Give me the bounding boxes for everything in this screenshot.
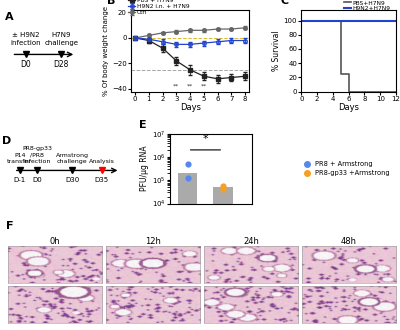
- Text: B: B: [107, 0, 116, 6]
- Title: 24h: 24h: [243, 237, 259, 246]
- Text: ± H9N2
infection: ± H9N2 infection: [10, 32, 41, 46]
- Text: D30: D30: [65, 177, 80, 183]
- Title: 0h: 0h: [50, 237, 60, 246]
- PBS+H7N9: [346, 89, 351, 93]
- Y-axis label: % Of body weight change: % Of body weight change: [103, 6, 109, 96]
- Bar: [214, 187, 233, 330]
- Text: Armstrong
challenge: Armstrong challenge: [56, 152, 89, 164]
- Y-axis label: % Survival: % Survival: [272, 30, 281, 71]
- Text: D35: D35: [94, 177, 109, 183]
- Point: [184, 176, 191, 181]
- Y-axis label: PFU/μg RNA: PFU/μg RNA: [140, 146, 149, 191]
- PBS+H7N9: [338, 72, 343, 76]
- Text: D0: D0: [20, 60, 31, 69]
- Point: [220, 186, 226, 192]
- Text: D0: D0: [32, 177, 42, 183]
- Text: **: **: [173, 83, 180, 88]
- Text: C: C: [280, 0, 289, 6]
- Text: P14
transfer: P14 transfer: [7, 152, 32, 164]
- Text: D28: D28: [54, 60, 69, 69]
- Legend: PR8 + Armstrong, PR8-gp33 +Armstrong: PR8 + Armstrong, PR8-gp33 +Armstrong: [300, 161, 390, 176]
- Title: 12h: 12h: [145, 237, 161, 246]
- Text: D: D: [2, 136, 11, 146]
- Text: Analysis: Analysis: [89, 159, 114, 164]
- Bar: [178, 173, 198, 330]
- Point: [220, 184, 226, 189]
- Text: F: F: [6, 221, 14, 231]
- PBS+H7N9: [299, 18, 304, 22]
- Legend: PBS+H7N9, H9N2+H7N9: PBS+H7N9, H9N2+H7N9: [342, 0, 393, 14]
- Legend: PBS + H7N9, H9N2 i.n. + H7N9, Ctrl: PBS + H7N9, H9N2 i.n. + H7N9, Ctrl: [128, 0, 190, 15]
- Point: [184, 161, 191, 167]
- Text: D-1: D-1: [14, 177, 26, 183]
- PBS+H7N9: [338, 18, 343, 22]
- Text: A: A: [4, 12, 13, 22]
- X-axis label: Days: Days: [180, 103, 201, 112]
- PBS+H7N9: [394, 89, 398, 93]
- Text: E: E: [139, 120, 146, 130]
- PBS+H7N9: [346, 72, 351, 76]
- Text: **: **: [201, 83, 207, 88]
- Text: PR8-gp33
/PR8
infection: PR8-gp33 /PR8 infection: [22, 147, 52, 164]
- X-axis label: Days: Days: [338, 103, 359, 112]
- Line: PBS+H7N9: PBS+H7N9: [301, 20, 396, 91]
- Title: 48h: 48h: [341, 237, 357, 246]
- Text: **: **: [187, 83, 193, 88]
- Text: *: *: [203, 134, 208, 144]
- Text: H7N9
challenge: H7N9 challenge: [44, 32, 78, 46]
